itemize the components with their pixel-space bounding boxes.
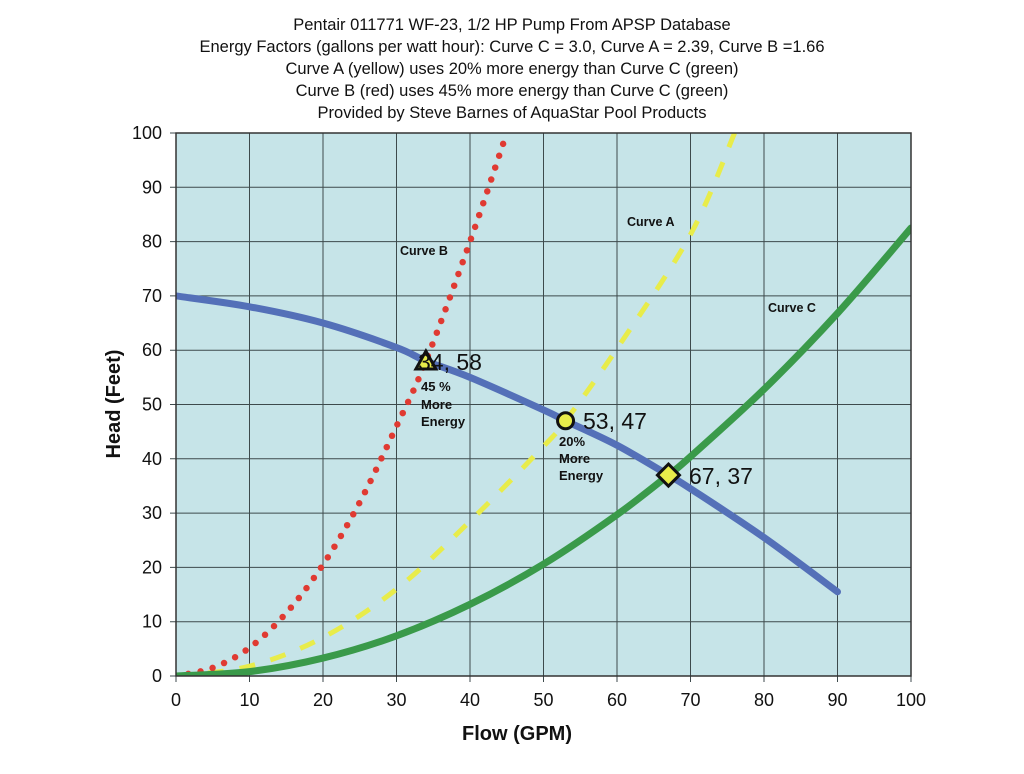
circle-marker (556, 411, 576, 431)
title-line-3: Curve A (yellow) uses 20% more energy th… (285, 60, 739, 78)
y-tick-label: 100 (132, 123, 162, 143)
x-tick-label: 20 (313, 690, 333, 710)
y-tick-label: 60 (142, 340, 162, 360)
note-20-line2: More (559, 451, 590, 466)
note-20-line1: 20% (559, 434, 585, 449)
series-curve-b (176, 133, 510, 676)
y-tick-label: 20 (142, 557, 162, 577)
x-tick-label: 60 (607, 690, 627, 710)
x-tick-label: 0 (171, 690, 181, 710)
curves (176, 133, 911, 676)
series-pump-curve (176, 292, 841, 596)
x-tick-label: 90 (827, 690, 847, 710)
plot-border (175, 132, 912, 677)
note-45-line2: More (421, 397, 452, 412)
x-tick-label: 80 (754, 690, 774, 710)
x-tick-label: 50 (533, 690, 553, 710)
title-line-5: Provided by Steve Barnes of AquaStar Poo… (317, 104, 707, 122)
series-curve-c (176, 224, 911, 676)
x-tick-label: 100 (896, 690, 926, 710)
x-tick-label: 70 (680, 690, 700, 710)
x-tick-label: 40 (460, 690, 480, 710)
y-tick-label: 40 (142, 449, 162, 469)
y-tick-label: 90 (142, 177, 162, 197)
y-tick-label: 0 (152, 666, 162, 686)
point-label-diamond: 67, 37 (689, 463, 753, 489)
chart-title: Pentair 011771 WF-23, 1/2 HP Pump From A… (0, 14, 1024, 124)
y-tick-labels: 0 10 20 30 40 50 60 70 80 90 100 (132, 123, 162, 686)
title-line-1: Pentair 011771 WF-23, 1/2 HP Pump From A… (293, 16, 731, 34)
note-20-line3: Energy (559, 468, 604, 483)
y-tick-label: 30 (142, 503, 162, 523)
operating-points (413, 347, 682, 489)
point-label-circle: 53, 47 (583, 408, 647, 434)
y-tick-label: 10 (142, 612, 162, 632)
curve-c-label: Curve C (768, 301, 816, 315)
y-tick-label: 70 (142, 286, 162, 306)
y-axis-label: Head (Feet) (103, 350, 125, 459)
x-tick-labels: 0 10 20 30 40 50 60 70 80 90 100 (171, 690, 926, 710)
y-tick-label: 50 (142, 395, 162, 415)
y-tick-label: 80 (142, 232, 162, 252)
x-axis-label: Flow (GPM) (462, 723, 572, 745)
curve-b-label: Curve B (400, 244, 448, 258)
note-45-line1: 45 % (421, 379, 451, 394)
point-label-triangle: 34, 58 (418, 349, 482, 375)
title-line-4: Curve B (red) uses 45% more energy than … (295, 82, 729, 100)
curve-a-label: Curve A (627, 215, 674, 229)
title-line-2: Energy Factors (gallons per watt hour): … (199, 38, 825, 56)
triangle-marker (413, 347, 439, 371)
diamond-marker (655, 461, 682, 489)
x-tick-label: 10 (239, 690, 259, 710)
x-tick-label: 30 (386, 690, 406, 710)
note-45-line3: Energy (421, 414, 466, 429)
